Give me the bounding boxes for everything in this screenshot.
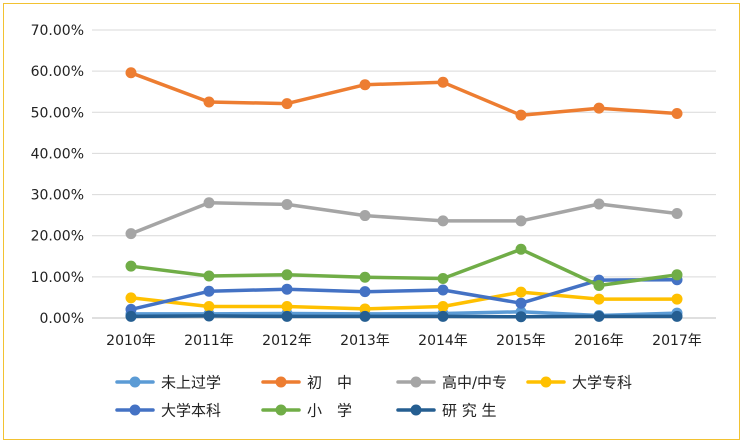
data-point	[359, 79, 371, 91]
x-tick-label: 2012年	[262, 333, 312, 349]
data-point	[671, 269, 683, 281]
x-tick-label: 2011年	[184, 333, 234, 349]
x-tick-label: 2013年	[340, 333, 390, 349]
data-point	[593, 293, 605, 305]
data-point	[437, 300, 449, 312]
data-point	[359, 286, 371, 298]
data-point	[593, 279, 605, 291]
data-point	[203, 300, 215, 312]
y-tick-label: 70.00%	[31, 23, 84, 39]
data-point	[203, 285, 215, 297]
data-point	[281, 98, 293, 110]
x-tick-label: 2014年	[418, 333, 468, 349]
data-point	[281, 300, 293, 312]
data-point	[125, 228, 137, 240]
legend-label: 初 中	[307, 374, 352, 392]
legend-label: 大学专科	[572, 374, 632, 392]
series-line	[129, 247, 679, 288]
y-tick-label: 20.00%	[31, 229, 84, 245]
data-point	[359, 271, 371, 283]
data-point	[593, 310, 605, 322]
legend-label: 大学本科	[161, 402, 221, 420]
legend-swatch-marker	[129, 404, 141, 416]
data-point	[515, 243, 527, 255]
data-point	[437, 284, 449, 296]
y-tick-label: 40.00%	[31, 146, 84, 162]
data-point	[203, 270, 215, 282]
legend-swatch-marker	[410, 404, 422, 416]
data-point	[437, 215, 449, 227]
legend-label: 高中/中专	[442, 374, 507, 392]
data-point	[281, 283, 293, 295]
data-point	[593, 102, 605, 114]
data-point	[359, 210, 371, 222]
data-point	[125, 67, 137, 79]
data-point	[359, 310, 371, 322]
data-point	[125, 310, 137, 322]
x-tick-label: 2016年	[574, 333, 624, 349]
y-tick-label: 60.00%	[31, 64, 84, 80]
data-point	[515, 311, 527, 323]
series-line	[129, 277, 679, 312]
data-point	[203, 310, 215, 322]
data-point	[671, 310, 683, 322]
data-point	[515, 109, 527, 121]
series-line	[129, 71, 679, 117]
legend-label: 小 学	[307, 402, 352, 420]
data-point	[281, 198, 293, 210]
legend-swatch-marker	[275, 376, 287, 388]
data-point	[437, 273, 449, 285]
x-tick-label: 2010年	[106, 333, 156, 349]
data-point	[203, 96, 215, 108]
data-point	[593, 198, 605, 210]
legend-swatch-marker	[129, 376, 141, 388]
data-point	[437, 76, 449, 88]
data-point	[671, 207, 683, 219]
data-point	[125, 260, 137, 272]
x-tick-label: 2017年	[652, 333, 702, 349]
data-point	[671, 293, 683, 305]
y-tick-label: 50.00%	[31, 105, 84, 121]
legend-swatch-marker	[410, 376, 422, 388]
data-point	[281, 310, 293, 322]
data-point	[281, 269, 293, 281]
data-point	[125, 292, 137, 304]
series-line	[129, 201, 679, 236]
chart-frame	[3, 3, 740, 440]
y-tick-label: 30.00%	[31, 188, 84, 204]
x-tick-label: 2015年	[496, 333, 546, 349]
data-point	[515, 215, 527, 227]
y-tick-label: 10.00%	[31, 270, 84, 286]
legend-swatch-marker	[540, 376, 552, 388]
y-tick-label: 0.00%	[40, 311, 84, 327]
legend-label: 研 究 生	[442, 402, 497, 420]
series-line	[129, 290, 679, 311]
legend-swatch-marker	[275, 404, 287, 416]
data-point	[515, 286, 527, 298]
data-point	[437, 310, 449, 322]
legend-label: 未上过学	[161, 374, 221, 392]
data-point	[515, 297, 527, 309]
data-point	[203, 197, 215, 209]
series-line	[129, 314, 679, 319]
data-point	[671, 108, 683, 120]
